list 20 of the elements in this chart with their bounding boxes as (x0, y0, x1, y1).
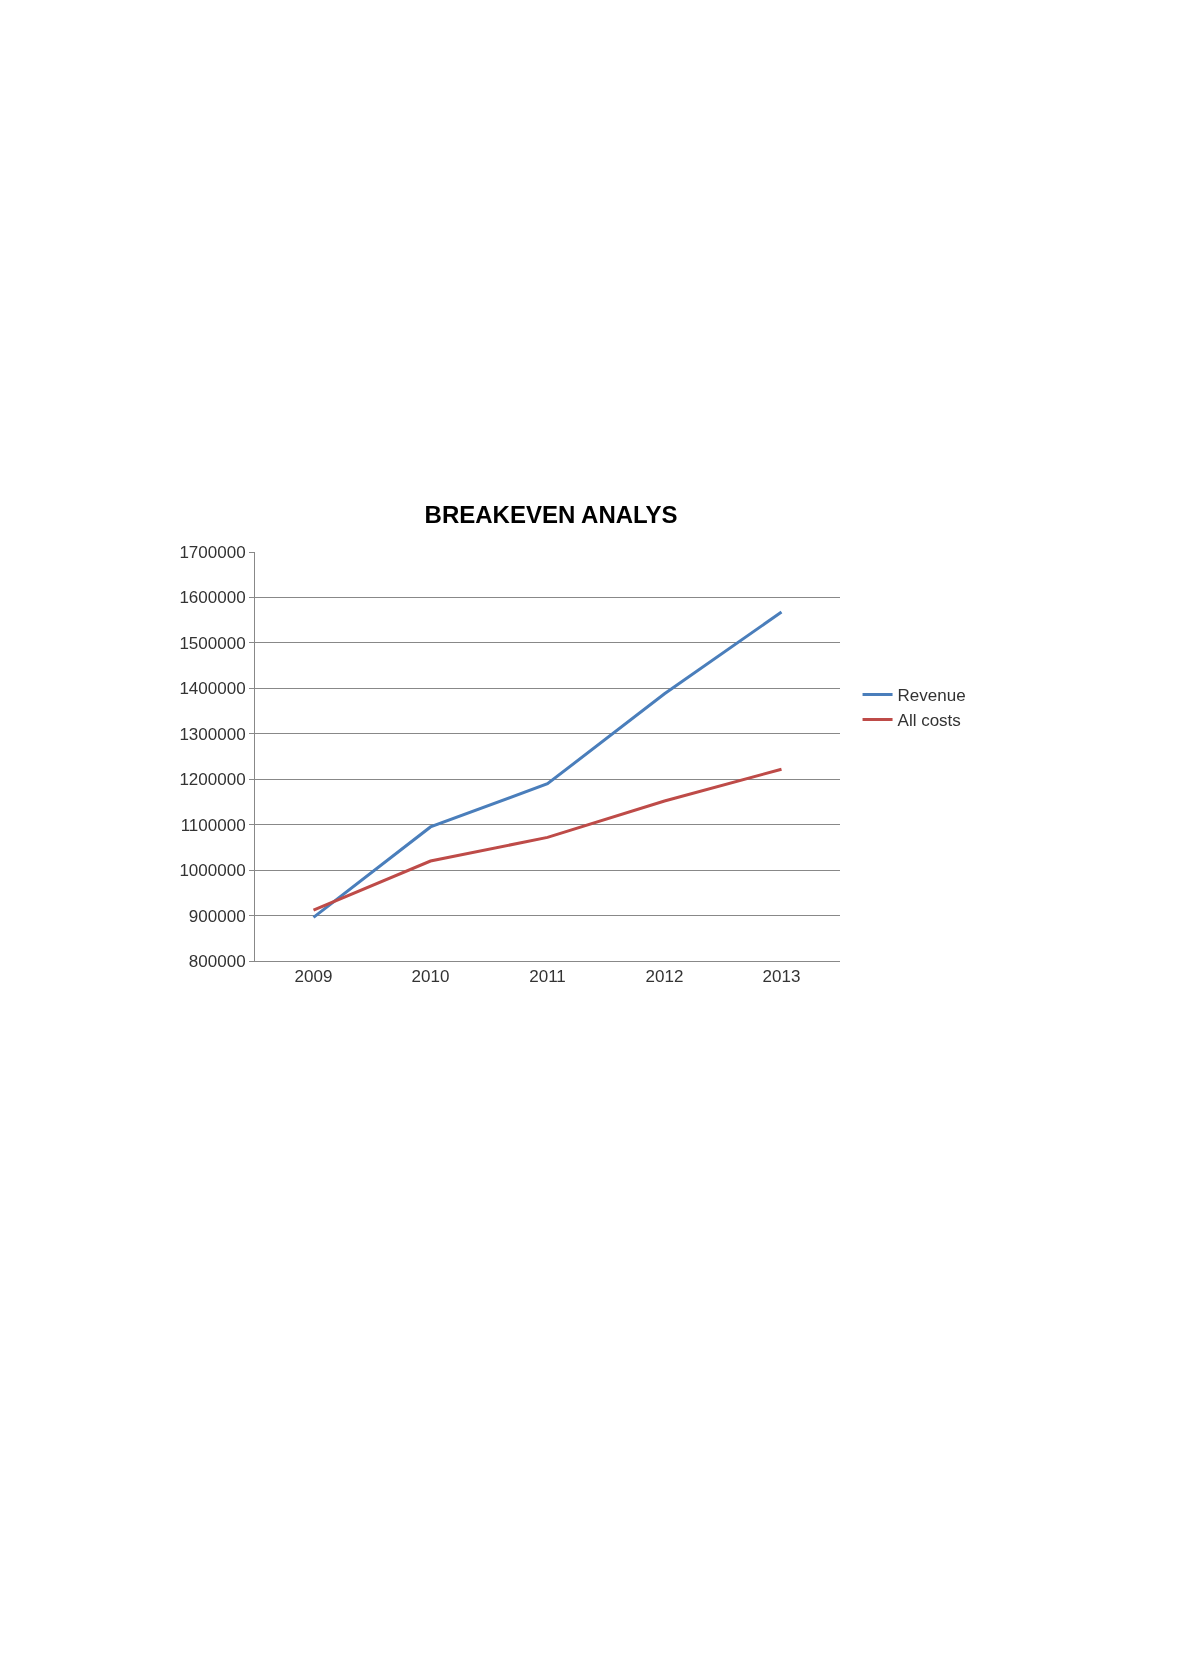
y-tick-label: 800000 (188, 951, 246, 971)
x-tick-label: 2009 (294, 967, 333, 987)
y-tick-label: 1700000 (179, 542, 246, 562)
x-tick-label: 2011 (529, 967, 566, 987)
y-tick-label: 1200000 (179, 770, 246, 790)
y-tick-label: 900000 (188, 906, 246, 926)
legend-label: Revenue (897, 686, 966, 706)
y-tick-label: 1400000 (179, 679, 246, 699)
line-series (312, 767, 783, 912)
x-tick-label: 2013 (762, 967, 801, 987)
legend-label: All costs (897, 711, 961, 731)
y-tick-label: 1100000 (180, 815, 246, 835)
y-tick-label: 1500000 (179, 633, 246, 653)
y-tick-label: 1000000 (179, 861, 246, 881)
chart-title: BREAKEVEN ANALYS (424, 501, 678, 529)
x-tick-label: 2010 (411, 967, 450, 987)
x-tick-label: 2012 (645, 967, 684, 987)
y-tick-label: 1600000 (179, 588, 246, 608)
y-tick-label: 1300000 (179, 724, 246, 744)
line-series (312, 610, 783, 919)
